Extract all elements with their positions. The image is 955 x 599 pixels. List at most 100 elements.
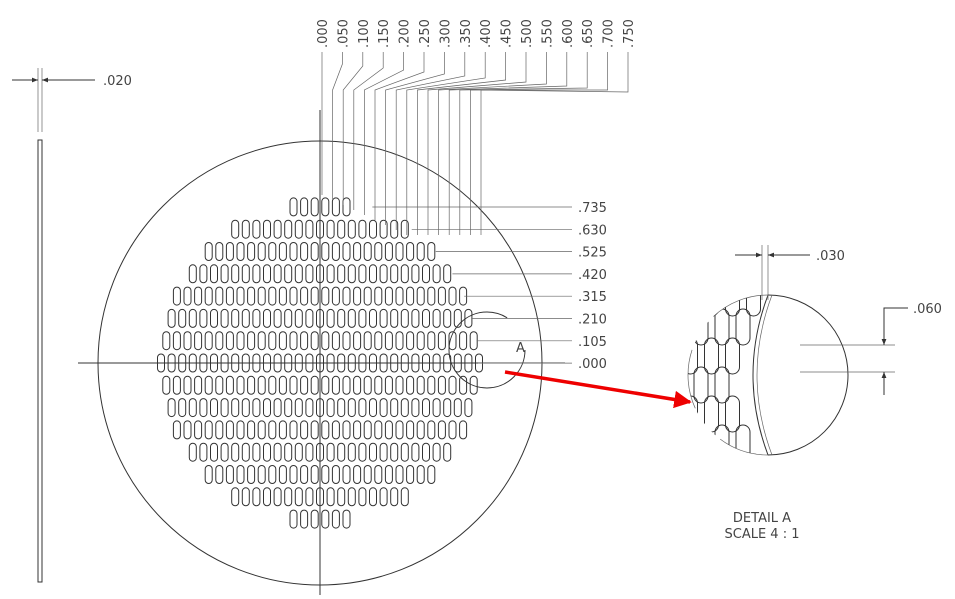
slot xyxy=(268,420,277,440)
slot xyxy=(353,465,362,484)
slot xyxy=(188,353,197,373)
slot xyxy=(406,286,415,306)
slot xyxy=(363,242,372,261)
slot xyxy=(342,197,351,217)
slot xyxy=(273,264,282,284)
detail-edge xyxy=(756,294,773,456)
slot xyxy=(316,308,324,328)
slot xyxy=(225,375,234,395)
slot xyxy=(337,219,346,239)
slot xyxy=(395,420,404,440)
leader-line xyxy=(438,52,547,235)
slot xyxy=(247,286,256,306)
slot xyxy=(416,331,425,351)
slot xyxy=(400,219,409,239)
row-label: .210 xyxy=(578,313,607,328)
slot xyxy=(300,420,309,440)
slot xyxy=(220,264,229,284)
slot xyxy=(347,442,356,462)
slot xyxy=(321,509,330,529)
slot xyxy=(247,242,256,261)
slot xyxy=(210,442,218,462)
slot xyxy=(347,353,356,373)
slot xyxy=(316,219,324,239)
slot xyxy=(167,308,176,328)
slot xyxy=(459,331,468,351)
slot xyxy=(204,465,213,484)
column-label: .500 xyxy=(520,19,535,48)
slot xyxy=(294,487,303,507)
slot xyxy=(321,286,330,306)
slot xyxy=(347,308,356,328)
slot xyxy=(289,197,298,217)
slot xyxy=(321,375,330,395)
slot xyxy=(384,331,393,351)
slot xyxy=(321,197,330,217)
slot xyxy=(278,375,287,395)
slot xyxy=(337,398,346,418)
slot xyxy=(390,398,399,418)
slot xyxy=(432,442,441,462)
slot xyxy=(252,308,261,328)
slot xyxy=(273,487,282,507)
slot xyxy=(427,331,436,351)
slot xyxy=(252,398,261,418)
slot xyxy=(268,331,277,351)
column-label: .450 xyxy=(500,19,515,48)
slot xyxy=(300,242,309,261)
slot xyxy=(172,375,181,395)
slot xyxy=(257,375,266,395)
slot xyxy=(448,286,457,306)
slot xyxy=(289,286,298,306)
slot xyxy=(316,264,324,284)
slot xyxy=(220,398,229,418)
slot xyxy=(215,242,224,261)
slot xyxy=(432,308,441,328)
column-label: .600 xyxy=(561,19,576,48)
slot xyxy=(363,331,372,351)
slot xyxy=(300,509,309,529)
slot xyxy=(178,398,187,418)
row-label: .315 xyxy=(578,290,607,305)
detail-slot xyxy=(735,308,751,346)
slot xyxy=(188,442,197,462)
slot xyxy=(390,353,399,373)
detail-slot xyxy=(714,424,730,455)
slot xyxy=(416,420,425,440)
slot xyxy=(236,375,245,395)
slot xyxy=(225,465,234,484)
slot xyxy=(358,219,367,239)
leader-line xyxy=(459,52,588,235)
leader-line xyxy=(364,52,404,215)
detail-slot xyxy=(735,424,751,455)
slot xyxy=(416,242,425,261)
slot xyxy=(305,308,314,328)
slot xyxy=(390,264,399,284)
slot xyxy=(310,242,319,261)
slot xyxy=(342,375,351,395)
slot xyxy=(236,242,245,261)
slot xyxy=(225,242,234,261)
slot xyxy=(236,420,245,440)
slot xyxy=(268,286,277,306)
slot xyxy=(453,398,462,418)
slot xyxy=(204,375,213,395)
dimension-line xyxy=(881,307,908,345)
slot xyxy=(374,375,383,395)
slot xyxy=(443,398,452,418)
slot xyxy=(215,375,224,395)
slot xyxy=(363,375,372,395)
slot xyxy=(331,420,340,440)
detail-edge xyxy=(752,294,769,456)
slot xyxy=(305,487,314,507)
slot xyxy=(400,398,409,418)
slot xyxy=(300,197,309,217)
slot xyxy=(406,465,415,484)
slot xyxy=(210,353,218,373)
slot xyxy=(210,398,218,418)
slot xyxy=(395,331,404,351)
slot xyxy=(268,375,277,395)
slot xyxy=(331,509,340,529)
slot xyxy=(225,286,234,306)
detail-slot xyxy=(704,337,719,375)
